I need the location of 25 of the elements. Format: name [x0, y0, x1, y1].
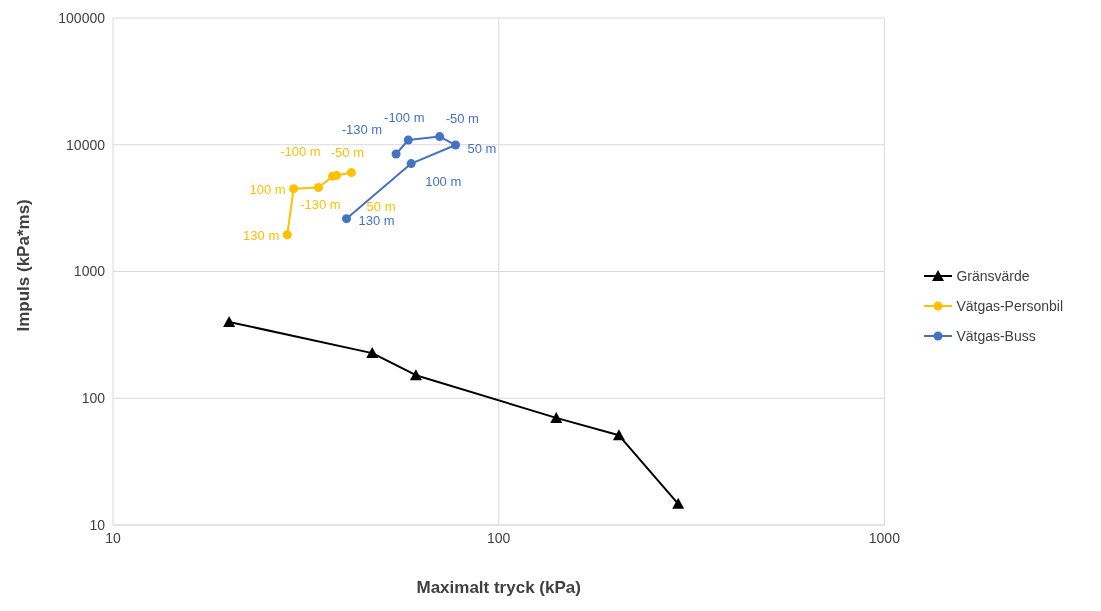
annotation: 100 m	[249, 181, 286, 197]
x-tick-label: 1000	[868, 529, 901, 546]
legend-label: Gränsvärde	[956, 267, 1030, 284]
y-axis-title: Impuls (kPa*ms)	[14, 199, 34, 332]
annotation: -130 m	[341, 122, 383, 138]
annotation: 50 m	[366, 199, 396, 215]
annotation: 130 m	[358, 212, 395, 228]
annotation: 50 m	[467, 141, 497, 157]
annotation: -100 m	[384, 110, 425, 126]
y-tick-label: 10000	[66, 136, 106, 153]
x-tick-label: 100	[487, 529, 511, 546]
legend-label: Vätgas-Buss	[956, 327, 1036, 344]
annotation: -130 m	[300, 197, 341, 213]
y-tick-label: 100	[81, 390, 106, 407]
x-tick-label: 10	[105, 529, 121, 546]
y-tick-label: 1000	[73, 263, 106, 280]
y-tick-label: 10	[89, 516, 106, 533]
annotation: -50 m	[445, 110, 479, 126]
annotation: 100 m	[425, 173, 462, 189]
x-axis-title: Maximalt tryck (kPa)	[416, 578, 581, 597]
annotation: -100 m	[280, 144, 321, 160]
y-tick-label: 100000	[58, 9, 106, 26]
annotation: -50 m	[330, 144, 364, 160]
legend-label: Vätgas-Personbil	[956, 297, 1063, 314]
annotation: 130 m	[243, 227, 280, 243]
